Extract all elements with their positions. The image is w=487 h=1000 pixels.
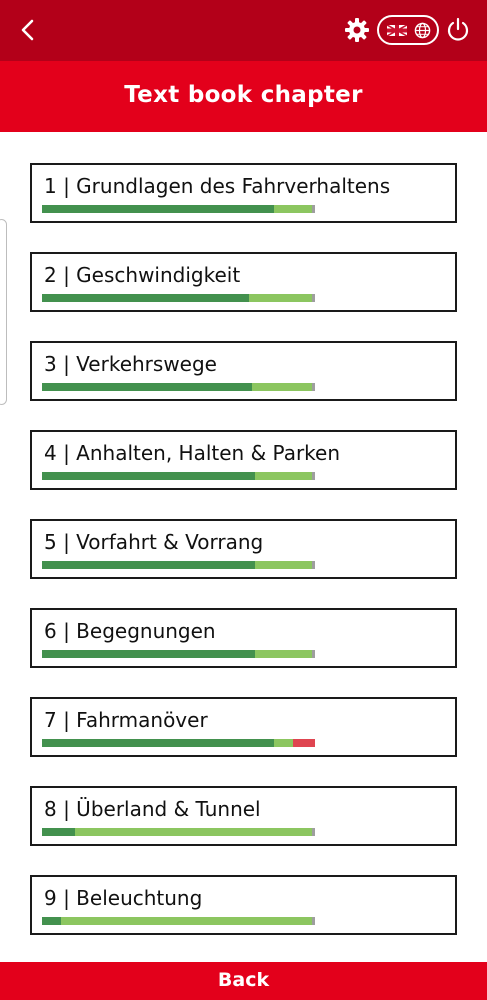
chapter-item[interactable]: 2 | Geschwindigkeit (30, 252, 457, 312)
progress-partial-segment (252, 383, 313, 391)
progress-partial-segment (274, 205, 313, 213)
back-button[interactable]: Back (0, 962, 487, 1000)
chapter-label: 3 | Verkehrswege (44, 352, 217, 376)
chapter-label: 7 | Fahrmanöver (44, 708, 208, 732)
chapter-item[interactable]: 5 | Vorfahrt & Vorrang (30, 519, 457, 579)
chapter-label: 2 | Geschwindigkeit (44, 263, 241, 287)
progress-partial-segment (254, 650, 313, 658)
top-bar (0, 0, 487, 61)
progress-correct-segment (42, 739, 275, 747)
power-icon[interactable] (446, 17, 470, 43)
progress-correct-segment (42, 561, 255, 569)
chapter-label: 5 | Vorfahrt & Vorrang (44, 530, 264, 554)
chapter-progress-bar (42, 828, 315, 836)
globe-icon (414, 22, 431, 39)
progress-correct-segment (42, 383, 253, 391)
side-drawer-handle[interactable] (0, 219, 7, 405)
progress-correct-segment (42, 294, 250, 302)
page-title: Text book chapter (0, 61, 487, 132)
progress-partial-segment (254, 561, 313, 569)
chapter-progress-bar (42, 383, 315, 391)
chapter-item[interactable]: 3 | Verkehrswege (30, 341, 457, 401)
progress-correct-segment (42, 472, 255, 480)
chapter-label: 8 | Überland & Tunnel (44, 797, 261, 821)
chapter-progress-bar (42, 561, 315, 569)
chapter-label: 4 | Anhalten, Halten & Parken (44, 441, 341, 465)
progress-partial-segment (249, 294, 313, 302)
chapter-progress-bar (42, 739, 315, 747)
chapter-item[interactable]: 9 | Beleuchtung (30, 875, 457, 935)
chapter-label: 1 | Grundlagen des Fahrverhaltens (44, 174, 391, 198)
chapter-label: 9 | Beleuchtung (44, 886, 203, 910)
chapter-progress-bar (42, 917, 315, 925)
chapter-progress-bar (42, 205, 315, 213)
chapter-list: 1 | Grundlagen des Fahrverhaltens 2 | Ges… (30, 163, 457, 964)
gear-icon[interactable] (344, 17, 370, 43)
chapter-item[interactable]: 1 | Grundlagen des Fahrverhaltens (30, 163, 457, 223)
chapter-item[interactable]: 4 | Anhalten, Halten & Parken (30, 430, 457, 490)
progress-partial-segment (61, 917, 313, 925)
chapter-label: 6 | Begegnungen (44, 619, 216, 643)
chapter-progress-bar (42, 650, 315, 658)
progress-correct-segment (42, 828, 75, 836)
chapter-item[interactable]: 8 | Überland & Tunnel (30, 786, 457, 846)
progress-correct-segment (42, 205, 275, 213)
chevron-left-icon[interactable] (16, 18, 40, 42)
chapter-item[interactable]: 6 | Begegnungen (30, 608, 457, 668)
progress-partial-segment (74, 828, 313, 836)
chapter-progress-bar (42, 472, 315, 480)
progress-partial-segment (254, 472, 313, 480)
progress-wrong-segment (293, 739, 315, 747)
language-toggle[interactable] (377, 15, 439, 45)
progress-correct-segment (42, 917, 62, 925)
progress-correct-segment (42, 650, 255, 658)
chapter-progress-bar (42, 294, 315, 302)
chapter-item[interactable]: 7 | Fahrmanöver (30, 697, 457, 757)
progress-partial-segment (274, 739, 294, 747)
uk-flag-icon (387, 25, 407, 36)
